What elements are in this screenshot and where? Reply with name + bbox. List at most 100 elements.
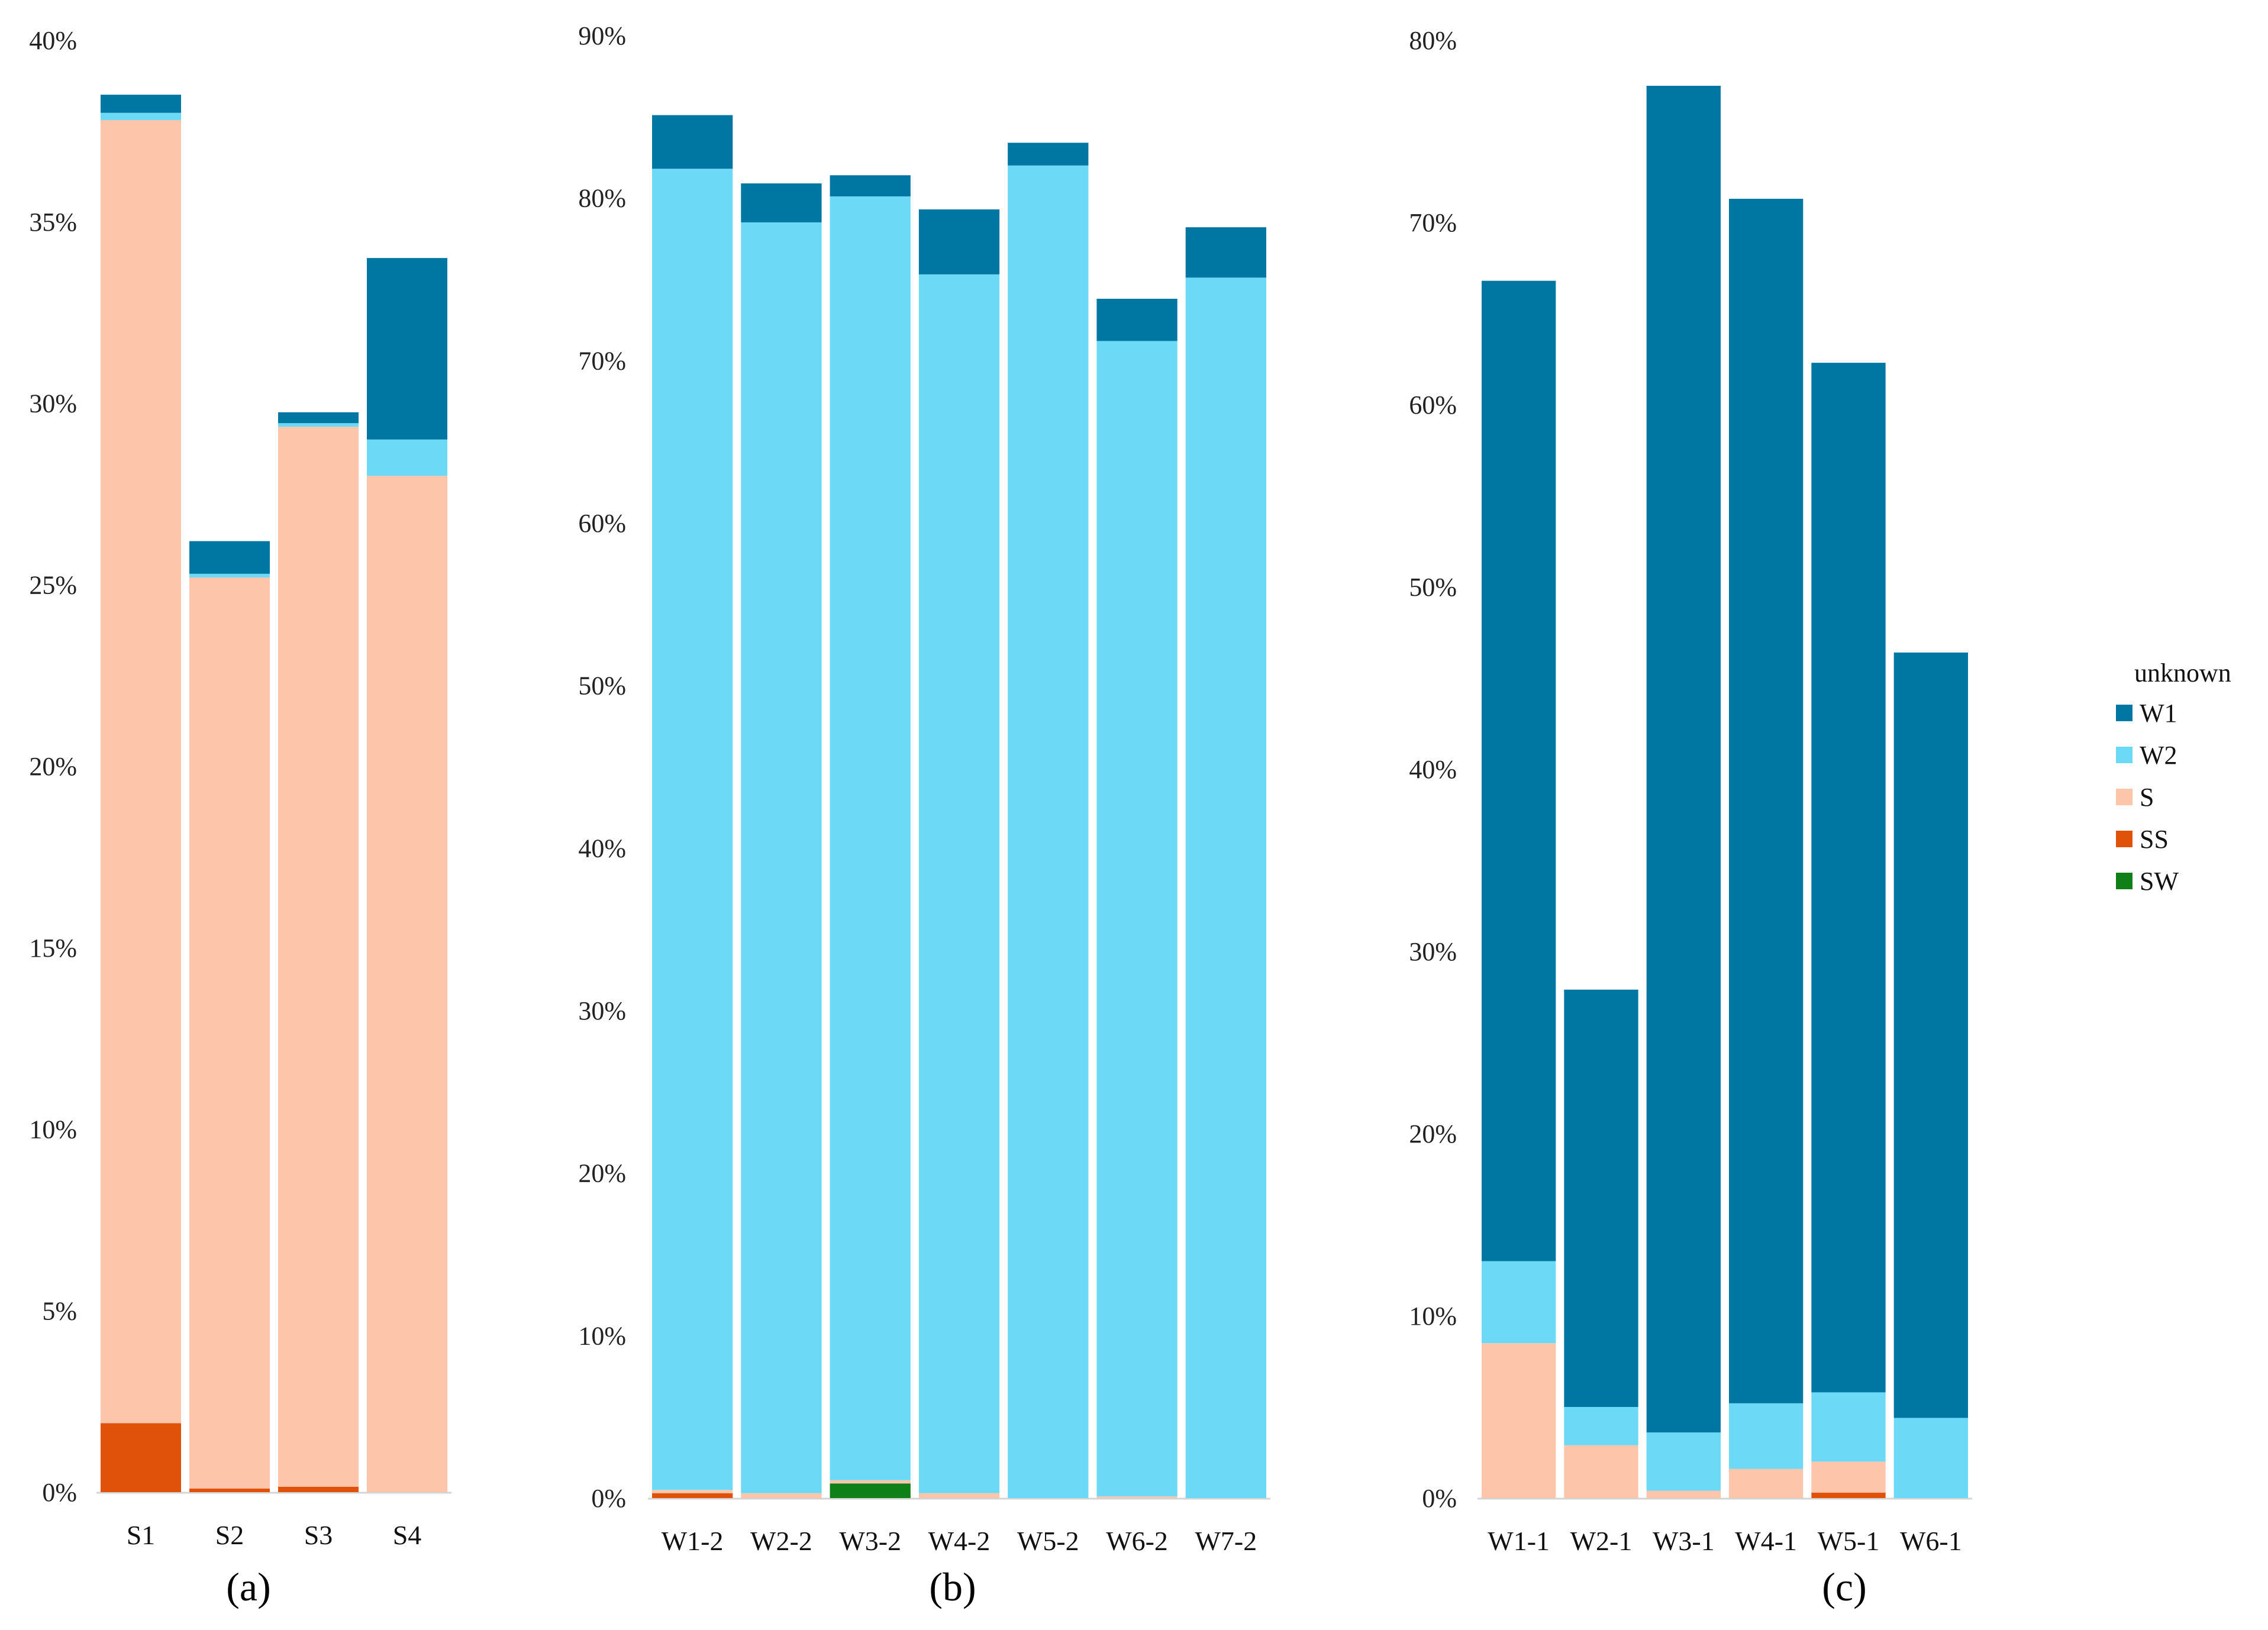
bar-segment-w1 <box>1893 652 1968 1418</box>
y-tick-label: 60% <box>578 509 626 538</box>
panel-label: (c) <box>1822 1564 1866 1609</box>
y-tick-label: 60% <box>1409 390 1457 419</box>
bar-segment-s <box>1564 1445 1638 1498</box>
y-tick-label: 35% <box>29 208 77 237</box>
bar-segment-w2 <box>830 196 911 1480</box>
bar-segment-s <box>652 1490 733 1493</box>
x-tick-label: W1-2 <box>662 1526 724 1556</box>
y-tick-label: 20% <box>29 752 77 781</box>
y-tick-label: 20% <box>578 1159 626 1188</box>
y-tick-label: 25% <box>29 570 77 599</box>
bar-segment-s <box>367 476 447 1493</box>
y-tick-label: 70% <box>1409 208 1457 237</box>
y-tick-label: 40% <box>578 834 626 863</box>
bar-segment-w2 <box>189 573 270 577</box>
y-tick-label: 10% <box>578 1321 626 1350</box>
bar-segment-s <box>918 1493 1000 1498</box>
bar-segment-ss <box>652 1493 733 1498</box>
bar-segment-s <box>278 427 359 1487</box>
y-tick-label: 30% <box>29 389 77 418</box>
y-tick-label: 30% <box>578 996 626 1025</box>
x-tick-label: W1-1 <box>1488 1526 1550 1556</box>
x-tick-label: W2-1 <box>1570 1526 1633 1556</box>
x-tick-label: W2-2 <box>750 1526 812 1556</box>
x-tick-label: W4-2 <box>928 1526 991 1556</box>
y-tick-label: 50% <box>1409 573 1457 602</box>
bar-segment-w1 <box>367 258 447 440</box>
x-tick-label: W3-2 <box>839 1526 901 1556</box>
bar-segment-w2 <box>1564 1407 1638 1445</box>
y-tick-label: 5% <box>42 1296 77 1325</box>
legend-label-s: S <box>2140 783 2154 812</box>
bar-segment-w2 <box>1008 165 1089 1498</box>
y-tick-label: 50% <box>578 672 626 701</box>
x-tick-label: W6-2 <box>1106 1526 1168 1556</box>
bar-segment-s <box>1729 1468 1804 1498</box>
bar-segment-w2 <box>1646 1432 1721 1491</box>
bar-segment-w1 <box>101 95 181 113</box>
bar-segment-w2 <box>1096 341 1177 1497</box>
bar-segment-s <box>189 577 270 1489</box>
legend-label-ss: SS <box>2140 825 2169 854</box>
legend-swatch-sw <box>2116 873 2132 889</box>
bar-segment-s <box>1811 1461 1886 1493</box>
y-tick-label: 10% <box>1409 1302 1457 1331</box>
bar-segment-w2 <box>278 423 359 427</box>
x-tick-label: W6-1 <box>1900 1526 1962 1556</box>
y-tick-label: 20% <box>1409 1119 1457 1148</box>
bar-segment-w2 <box>1482 1261 1556 1344</box>
bar-segment-s <box>101 120 181 1424</box>
bar-segment-w2 <box>1185 277 1266 1498</box>
legend-label-w1: W1 <box>2140 699 2177 728</box>
bar-segment-s <box>1096 1496 1177 1498</box>
bar-segment-w1 <box>1185 227 1266 278</box>
y-tick-label: 10% <box>29 1115 77 1144</box>
bar-segment-s <box>741 1493 822 1498</box>
bar-segment-w1 <box>918 209 1000 275</box>
bar-segment-ss <box>101 1423 181 1492</box>
y-tick-label: 0% <box>591 1484 626 1513</box>
bar-segment-w1 <box>741 183 822 222</box>
bar-segment-w2 <box>918 274 1000 1493</box>
bar-segment-w2 <box>741 222 822 1493</box>
y-tick-label: 0% <box>1422 1484 1457 1513</box>
bar-segment-w2 <box>652 169 733 1490</box>
legend-title: unknown <box>2134 659 2231 687</box>
bar-segment-w2 <box>367 439 447 476</box>
panel-label: (b) <box>929 1564 976 1609</box>
x-tick-label: S4 <box>393 1520 422 1550</box>
y-tick-label: 70% <box>578 346 626 375</box>
bar-segment-w2 <box>1893 1418 1968 1498</box>
x-tick-label: W4-1 <box>1735 1526 1797 1556</box>
y-tick-label: 80% <box>1409 26 1457 55</box>
bar-segment-w2 <box>101 112 181 120</box>
legend-swatch-ss <box>2116 831 2132 847</box>
bar-segment-w2 <box>1811 1392 1886 1462</box>
y-tick-label: 90% <box>578 21 626 50</box>
x-tick-label: W5-1 <box>1818 1526 1880 1556</box>
bar-segment-w1 <box>1729 198 1804 1403</box>
bar-segment-w1 <box>1646 86 1721 1433</box>
legend-swatch-w1 <box>2116 705 2132 721</box>
bar-segment-w1 <box>1564 989 1638 1407</box>
panel-label: (a) <box>226 1564 270 1609</box>
bar-segment-w1 <box>652 115 733 169</box>
y-tick-label: 40% <box>1409 755 1457 784</box>
x-tick-label: S1 <box>127 1520 156 1550</box>
bar-segment-w1 <box>278 412 359 424</box>
panel-b: 0% 10% 20% 30% 40% 50% 60% 70% 80% 90% W1-2 W2-2 W3-… <box>578 21 1270 1609</box>
bar-segment-w2 <box>1729 1403 1804 1469</box>
bar-segment-s <box>830 1480 911 1484</box>
legend-swatch-s <box>2116 789 2132 805</box>
y-tick-label: 15% <box>29 934 77 963</box>
y-tick-label: 40% <box>29 26 77 55</box>
bar-segment-ss <box>278 1486 359 1492</box>
bar-segment-w1 <box>1096 298 1177 341</box>
bar-segment-s <box>1646 1490 1721 1498</box>
x-tick-label: S3 <box>304 1520 333 1550</box>
bar-segment-w1 <box>1811 363 1886 1393</box>
legend-label-w2: W2 <box>2140 741 2177 770</box>
